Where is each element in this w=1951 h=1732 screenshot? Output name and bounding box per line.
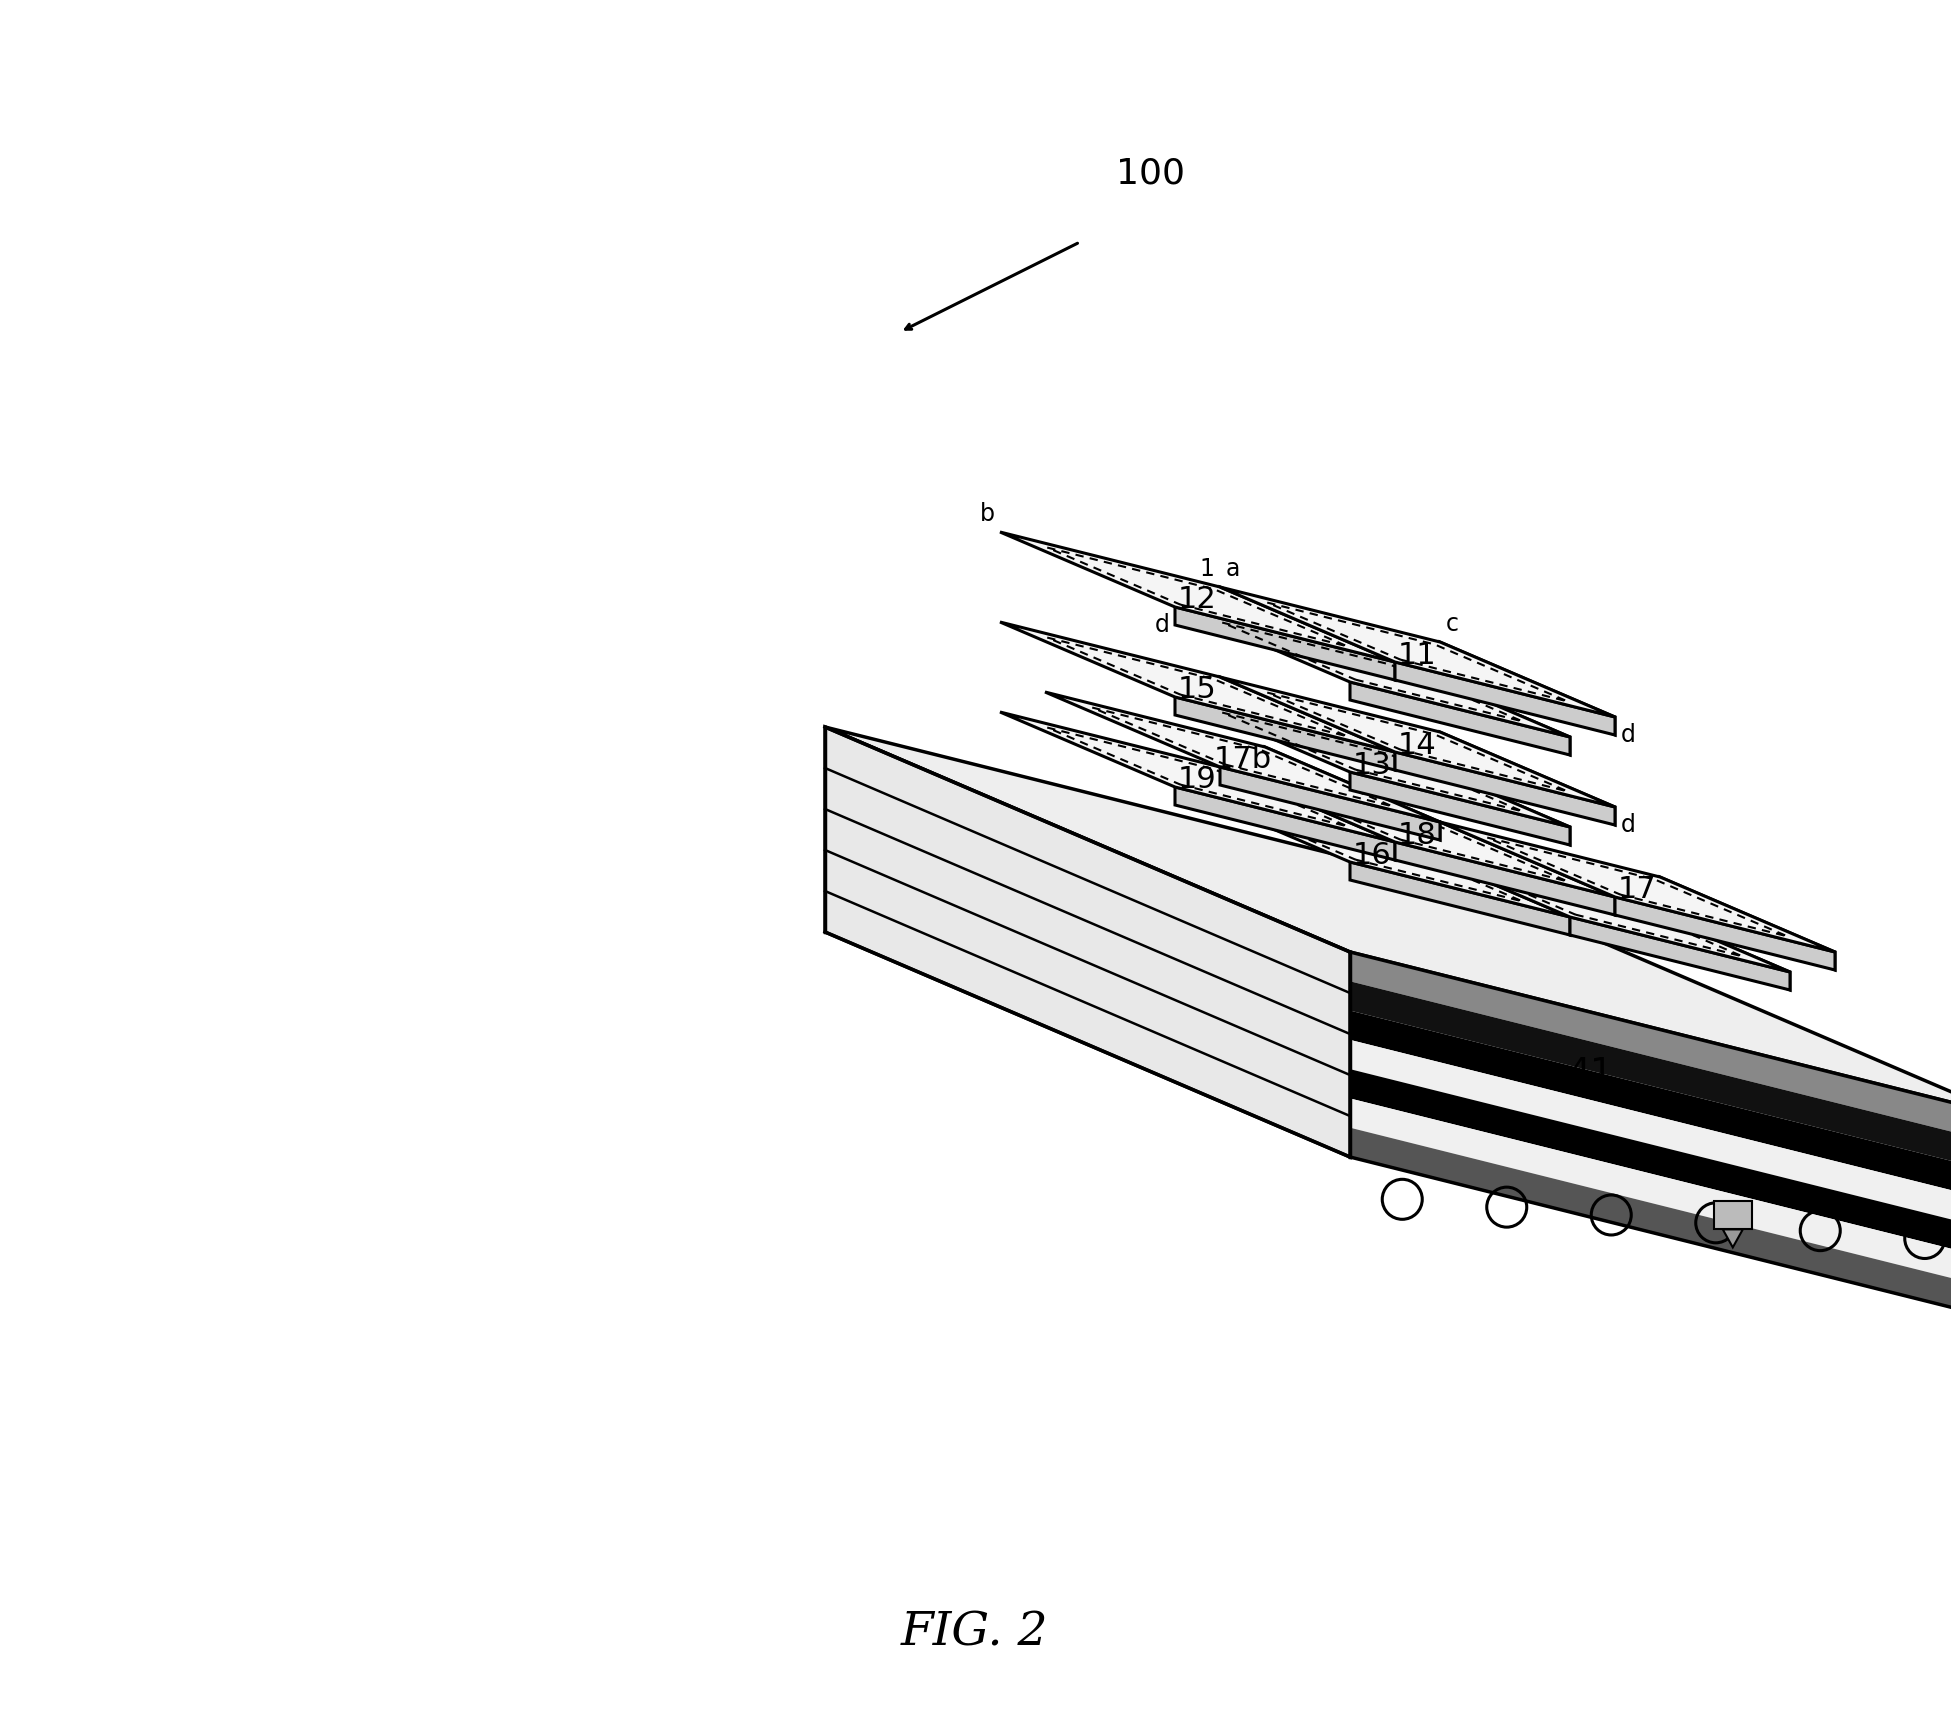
Polygon shape <box>1440 823 1615 916</box>
Polygon shape <box>1046 693 1440 823</box>
Polygon shape <box>1219 587 1395 681</box>
Polygon shape <box>1219 767 1615 897</box>
Polygon shape <box>1723 1230 1742 1247</box>
Polygon shape <box>1001 622 1395 753</box>
Polygon shape <box>1001 533 1395 663</box>
Text: c: c <box>1446 611 1459 636</box>
Text: FIG. 2: FIG. 2 <box>901 1609 1050 1654</box>
Text: 41: 41 <box>1567 1055 1613 1089</box>
Text: a: a <box>1446 701 1459 726</box>
Polygon shape <box>1395 842 1789 972</box>
Polygon shape <box>1440 733 1615 826</box>
Text: d: d <box>1621 812 1635 837</box>
Text: 18: 18 <box>1399 819 1438 849</box>
Polygon shape <box>1395 842 1615 916</box>
Polygon shape <box>1350 1070 1951 1264</box>
Polygon shape <box>1350 953 1951 1322</box>
Polygon shape <box>1440 643 1615 736</box>
Polygon shape <box>1175 788 1395 861</box>
Polygon shape <box>1395 663 1571 755</box>
Polygon shape <box>1001 712 1395 842</box>
Polygon shape <box>1175 788 1571 918</box>
Text: 16: 16 <box>1354 840 1391 869</box>
Polygon shape <box>1395 663 1615 736</box>
Polygon shape <box>1350 1128 1951 1322</box>
Polygon shape <box>1395 753 1571 845</box>
Text: 1: 1 <box>1200 556 1215 580</box>
Polygon shape <box>1350 1011 1951 1205</box>
Polygon shape <box>1219 677 1395 771</box>
Text: 15: 15 <box>1178 675 1217 705</box>
Polygon shape <box>1350 953 1951 1147</box>
Polygon shape <box>1175 698 1571 828</box>
Polygon shape <box>1219 767 1440 840</box>
Polygon shape <box>1175 608 1571 738</box>
Polygon shape <box>1615 897 1789 991</box>
Text: d: d <box>1155 613 1169 637</box>
Polygon shape <box>825 727 1951 1117</box>
Text: 17: 17 <box>1617 875 1656 904</box>
Text: 11: 11 <box>1399 641 1436 669</box>
Text: 13: 13 <box>1354 750 1391 779</box>
Polygon shape <box>1350 772 1571 845</box>
Polygon shape <box>1395 753 1615 826</box>
Polygon shape <box>1219 587 1615 717</box>
Polygon shape <box>1440 823 1836 953</box>
Polygon shape <box>825 727 1350 1157</box>
Polygon shape <box>1615 897 1836 970</box>
Polygon shape <box>1175 698 1395 771</box>
Polygon shape <box>1350 1041 1951 1235</box>
Polygon shape <box>1350 1098 1951 1294</box>
Text: 100: 100 <box>1116 156 1184 191</box>
Polygon shape <box>1219 767 1395 861</box>
Text: 17b: 17b <box>1214 745 1272 774</box>
Text: d: d <box>1621 722 1635 746</box>
Text: 14: 14 <box>1399 731 1436 759</box>
Text: 12: 12 <box>1178 585 1217 615</box>
Text: b: b <box>979 502 995 525</box>
Text: a: a <box>1225 556 1239 580</box>
Text: 19: 19 <box>1178 766 1217 793</box>
Polygon shape <box>1395 842 1571 935</box>
Polygon shape <box>1175 608 1395 681</box>
Polygon shape <box>1350 863 1571 935</box>
Polygon shape <box>1264 748 1440 840</box>
Bar <box>1713 1202 1752 1230</box>
Polygon shape <box>1660 878 1836 970</box>
Polygon shape <box>1219 677 1615 807</box>
Polygon shape <box>1571 918 1789 991</box>
Polygon shape <box>1350 682 1571 755</box>
Polygon shape <box>1350 982 1951 1176</box>
